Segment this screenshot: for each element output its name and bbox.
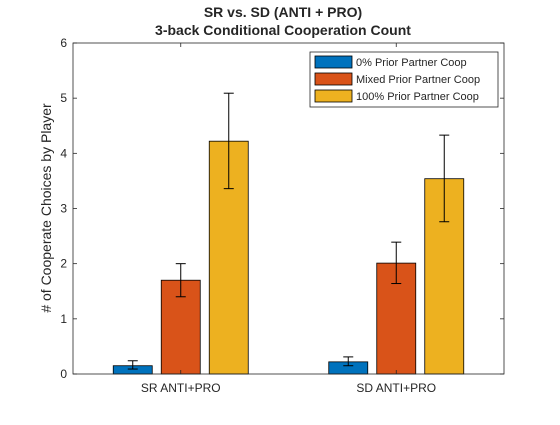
y-tick-label: 5 [60, 91, 67, 105]
y-tick-label: 0 [60, 367, 67, 381]
axes-box [72, 42, 505, 375]
bar [160, 279, 201, 375]
legend: 0% Prior Partner Coop Mixed Prior Partner… [309, 51, 499, 108]
chart-subtitle: 3-back Conditional Cooperation Count [155, 22, 411, 38]
legend-label: Mixed Prior Partner Coop [356, 74, 480, 86]
legend-swatch [314, 72, 353, 86]
error-bars-layer [127, 92, 450, 370]
y-axis-label: # of Cooperate Choices by Player [38, 103, 54, 313]
legend-label: 0% Prior Partner Coop [356, 57, 467, 69]
bars-layer [112, 140, 465, 375]
y-tick-label: 2 [60, 257, 67, 271]
x-tick-label: SD ANTI+PRO [356, 381, 436, 395]
legend-swatch [314, 89, 353, 103]
legend-swatch [314, 55, 353, 69]
chart-title: SR vs. SD (ANTI + PRO) [204, 4, 362, 20]
y-tick-label: 4 [60, 146, 67, 160]
legend-label: 100% Prior Partner Coop [356, 91, 479, 103]
y-tick-label: 1 [60, 312, 67, 326]
y-tick-label: 6 [60, 36, 67, 50]
y-tick-label: 3 [60, 202, 67, 216]
x-tick-label: SR ANTI+PRO [141, 381, 221, 395]
axes-layer: SR ANTI+PRO SD ANTI+PRO 0 1 2 3 4 5 6 [60, 36, 505, 395]
